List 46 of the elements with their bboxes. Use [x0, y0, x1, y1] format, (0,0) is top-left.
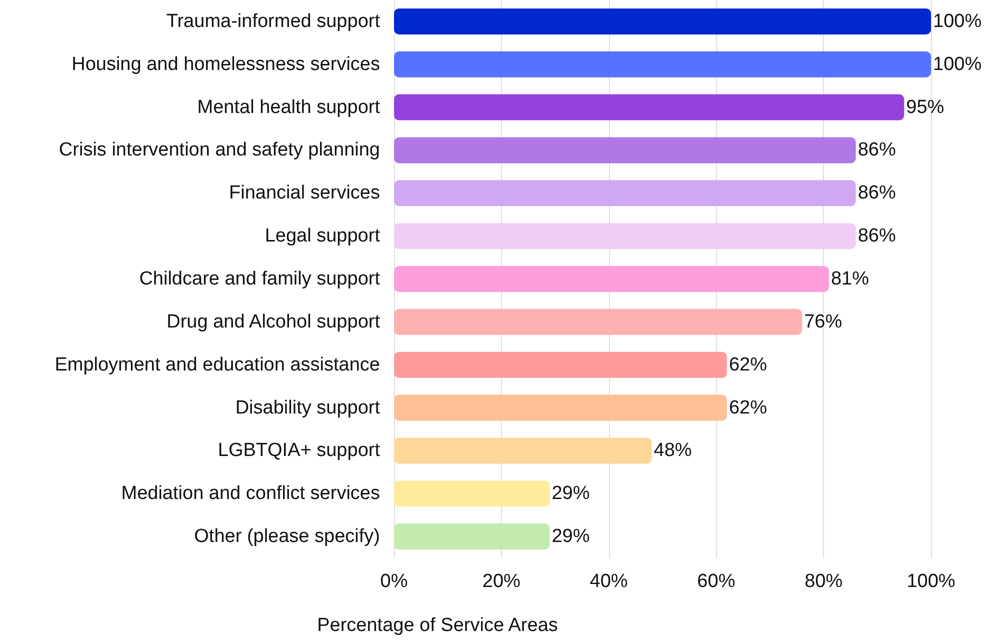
x-tick-label: 0% [380, 571, 408, 592]
bar [394, 180, 856, 206]
data-label: 81% [830, 268, 870, 290]
data-label: 29% [552, 526, 590, 548]
data-label: 95% [906, 96, 944, 118]
data-label: 48% [654, 440, 692, 462]
y-tick-label: Legal support [264, 226, 381, 247]
bar [394, 524, 550, 550]
bar [394, 438, 652, 464]
y-tick-label: Employment and education assistance [54, 354, 380, 376]
x-tick-label: 80% [804, 571, 843, 592]
bar [394, 480, 550, 507]
bar [394, 352, 727, 378]
x-tick-label: 40% [590, 571, 628, 592]
y-tick-label: Mental health support [197, 96, 381, 118]
x-axis-title: Percentage of Service Areas [317, 615, 558, 636]
bar [394, 266, 829, 292]
y-tick-label: Trauma-informed support [166, 10, 381, 32]
y-tick-label: Drug and Alcohol support [166, 311, 381, 332]
data-label: 86% [858, 182, 896, 204]
y-tick-label: Crisis intervention and safety planning [58, 140, 380, 161]
bar [394, 51, 931, 78]
y-tick-label: Childcare and family support [139, 268, 381, 290]
data-label: 100% [933, 10, 982, 32]
y-tick-label: Mediation and conflict services [121, 483, 380, 504]
bar [394, 223, 856, 250]
data-label: 100% [933, 54, 982, 75]
y-tick-label: Financial services [229, 182, 380, 204]
data-label: 86% [858, 140, 896, 161]
y-tick-label: Other (please specify) [194, 526, 380, 548]
x-tick-label: 20% [482, 571, 521, 592]
y-tick-label: LGBTQIA+ support [218, 440, 381, 462]
data-label: 76% [804, 311, 842, 332]
y-tick-label: Housing and homelessness services [72, 54, 380, 75]
bar [394, 308, 802, 335]
data-label: 62% [728, 397, 768, 418]
data-label: 62% [728, 354, 768, 376]
x-tick-label: 100% [906, 571, 956, 592]
bar [394, 137, 856, 164]
bar [394, 94, 904, 120]
data-label: 29% [552, 483, 590, 504]
x-tick-label: 60% [697, 571, 736, 592]
y-tick-label: Disability support [235, 397, 381, 418]
bar [394, 8, 931, 34]
data-label: 86% [858, 226, 896, 247]
bar [394, 394, 727, 421]
